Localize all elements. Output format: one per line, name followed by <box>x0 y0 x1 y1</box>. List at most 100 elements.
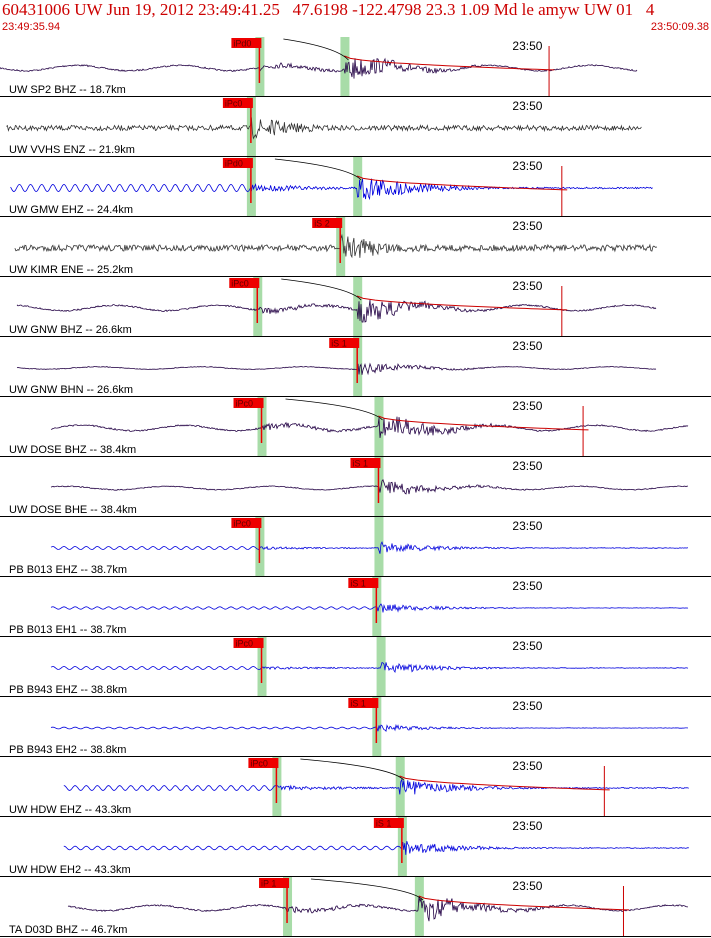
pick-box <box>259 878 290 888</box>
waveform <box>50 603 689 613</box>
waveform <box>63 778 689 795</box>
pick-label: iPd0 <box>233 39 251 49</box>
pick-box <box>233 638 264 648</box>
time-tick-label: 23:50 <box>512 339 542 353</box>
trace-row: iS 1 23:50 PB B943 EH2 -- 38.8km <box>0 697 711 757</box>
trace-row: iPc0 23:50 UW HDW EHZ -- 43.3km <box>0 757 711 817</box>
station-label: UW GNW BHN -- 26.6km <box>9 384 133 396</box>
station-label: PB B943 EHZ -- 38.8km <box>9 684 127 696</box>
time-tick-label: 23:50 <box>512 279 542 293</box>
time-tick-label: 23:50 <box>512 879 542 893</box>
pick-label: iS 2 <box>314 219 330 229</box>
coda-fit-curve <box>378 415 589 431</box>
pick-box <box>231 38 262 48</box>
station-label: UW SP2 BHZ -- 18.7km <box>9 84 126 96</box>
waveform <box>50 541 689 554</box>
waveform <box>63 840 689 855</box>
pick-box <box>348 578 379 588</box>
pick-label: iS 1 <box>331 339 347 349</box>
time-tick-label: 23:50 <box>512 579 542 593</box>
pick-label: iS 1 <box>350 699 366 709</box>
time-tick-label: 23:50 <box>512 99 542 113</box>
waveform <box>50 479 688 495</box>
moveout-curve <box>311 878 424 901</box>
pick-label: iS 1 <box>352 459 368 469</box>
trace-row: iPc0 23:50 PB B943 EHZ -- 38.8km <box>0 637 711 697</box>
station-label: UW KIMR ENE -- 25.2km <box>9 264 133 276</box>
time-tick-label: 23:50 <box>512 219 542 233</box>
station-label: PB B013 EH1 -- 38.7km <box>9 624 126 636</box>
waveform <box>10 178 653 201</box>
trace-row: iS 1 23:50 UW HDW EH2 -- 43.3km <box>0 817 711 877</box>
coda-fit-curve <box>357 295 568 311</box>
pick-label: iPd0 <box>225 159 243 169</box>
moveout-curve <box>281 278 362 301</box>
time-tick-label: 23:50 <box>512 459 542 473</box>
s-window <box>340 37 350 97</box>
s-window <box>374 397 384 457</box>
waveform <box>67 896 688 922</box>
station-label: UW HDW EHZ -- 43.3km <box>9 804 131 816</box>
waveform <box>50 661 689 674</box>
station-label: TA D03D BHZ -- 46.7km <box>9 924 127 936</box>
pick-label: iPc0 <box>236 639 254 649</box>
trace-row: iPc0 23:50 UW DOSE BHZ -- 38.4km <box>0 397 711 457</box>
pick-label: iPc0 <box>231 279 249 289</box>
station-label: UW HDW EH2 -- 43.3km <box>9 864 131 876</box>
trace-row: iPc0 23:50 UW VVHS ENZ -- 21.9km <box>0 97 711 157</box>
trace-row: iS 2 23:50 UW KIMR ENE -- 25.2km <box>0 217 711 277</box>
pick-label: iS 1 <box>350 579 366 589</box>
pick-label: iPc0 <box>233 519 251 529</box>
trace-row: iPd0 23:50 UW SP2 BHZ -- 18.7km <box>0 37 711 97</box>
waveform <box>16 299 657 323</box>
moveout-curve <box>285 398 383 421</box>
s-window <box>374 517 384 577</box>
station-label: UW DOSE BHE -- 38.4km <box>9 504 137 516</box>
time-tick-label: 23:50 <box>512 699 542 713</box>
pick-box <box>229 278 260 288</box>
pick-box <box>348 698 379 708</box>
pick-box <box>373 818 404 828</box>
time-tick-label: 23:50 <box>512 759 542 773</box>
waveform <box>6 117 642 140</box>
trace-row: iS 1 23:50 UW DOSE BHE -- 38.4km <box>0 457 711 517</box>
waveform <box>0 57 638 79</box>
time-tick-label: 23:50 <box>512 819 542 833</box>
pick-box <box>329 338 360 348</box>
trace-row: iS 1 23:50 PB B013 EH1 -- 38.7km <box>0 577 711 637</box>
pick-box <box>350 458 381 468</box>
time-tick-label: 23:50 <box>512 39 542 53</box>
time-tick-label: 23:50 <box>512 639 542 653</box>
pick-box <box>222 158 253 168</box>
station-label: UW DOSE BHZ -- 38.4km <box>9 444 136 456</box>
s-window <box>376 637 386 697</box>
seismogram-panel: iPd0 23:50 UW SP2 BHZ -- 18.7km iPc0 23:50 UW… <box>0 37 711 937</box>
pick-label: iP 1 <box>261 879 276 889</box>
pick-box <box>248 758 279 768</box>
pick-label: iS 1 <box>376 819 392 829</box>
time-tick-label: 23:50 <box>512 159 542 173</box>
pick-label: iPc0 <box>236 399 254 409</box>
pick-box <box>312 218 343 228</box>
s-window <box>414 877 424 937</box>
moveout-curve <box>283 38 349 61</box>
trace-row: iPc0 23:50 UW GNW BHZ -- 26.6km <box>0 277 711 337</box>
waveform <box>14 233 658 259</box>
moveout-curve <box>300 758 405 781</box>
pick-box <box>233 398 264 408</box>
station-label: UW GNW BHZ -- 26.6km <box>9 324 132 336</box>
pick-box <box>231 518 262 528</box>
waveform <box>50 416 689 438</box>
s-window <box>353 277 363 337</box>
time-tick-label: 23:50 <box>512 399 542 413</box>
event-header: 60431006 UW Jun 19, 2012 23:49:41.25 47.… <box>0 0 711 37</box>
station-label: UW VVHS ENZ -- 21.9km <box>9 144 135 156</box>
window-end-time: 23:50:09.38 <box>650 21 709 33</box>
time-tick-label: 23:50 <box>512 519 542 533</box>
waveform <box>16 362 657 376</box>
trace-row: iPd0 23:50 UW GMW EHZ -- 24.4km <box>0 157 711 217</box>
pick-label: iPc0 <box>250 759 268 769</box>
coda-fit-curve <box>344 55 555 71</box>
station-label: PB B013 EHZ -- 38.7km <box>9 564 127 576</box>
pick-label: iPc0 <box>225 99 243 109</box>
